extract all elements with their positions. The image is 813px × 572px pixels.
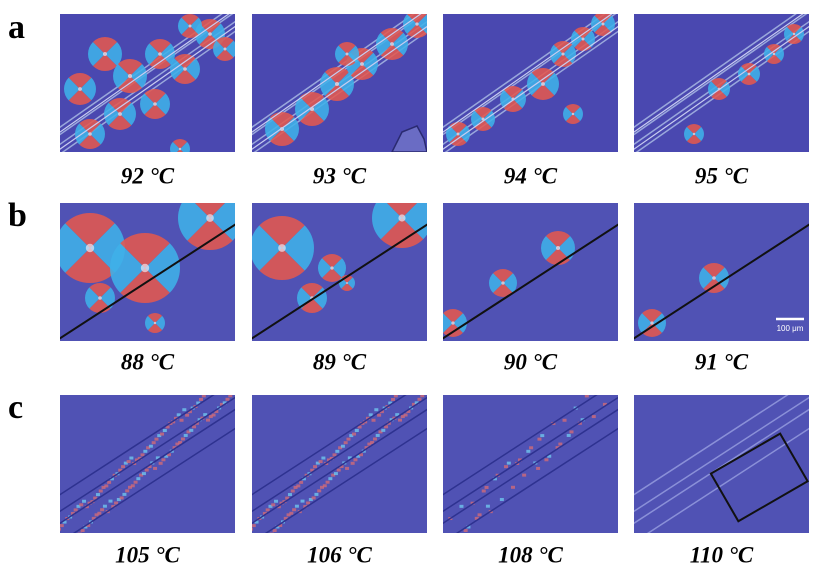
panel-label: c (8, 389, 23, 426)
spherulite (265, 112, 299, 146)
spherulite (297, 283, 327, 313)
spherulite (145, 313, 165, 333)
temperature-caption: 89 °C (313, 349, 367, 374)
micrograph (12, 358, 281, 559)
spherulite (295, 92, 329, 126)
spherulite (527, 68, 559, 100)
micrograph (402, 0, 656, 174)
temperature-caption: 94 °C (504, 163, 558, 188)
spherulite (213, 37, 237, 61)
temperature-caption: 88 °C (121, 349, 175, 374)
figure: a 92 °C 93 °C 94 °C 95 °C b 88 °C 89 °C 90 °C 100… (0, 0, 813, 572)
spherulite (571, 27, 595, 51)
temperature-caption: 108 °C (498, 542, 563, 567)
spherulite (75, 119, 105, 149)
spherulite (178, 14, 202, 38)
micrograph (204, 358, 473, 559)
micrograph (211, 0, 465, 174)
micrograph: 100 μm (602, 198, 813, 359)
spherulite (372, 188, 432, 248)
temperature-caption: 106 °C (307, 542, 372, 567)
image-background (60, 395, 235, 533)
spherulite (113, 59, 147, 93)
image-background (252, 395, 427, 533)
temperature-caption: 95 °C (695, 163, 749, 188)
micrograph (411, 198, 658, 359)
micrograph (19, 0, 273, 174)
micrograph (593, 0, 813, 174)
spherulite (591, 12, 615, 36)
image-background (634, 395, 809, 533)
spherulite (784, 24, 804, 44)
spherulite (140, 89, 170, 119)
micrograph (395, 363, 664, 559)
spherulite (250, 216, 314, 280)
spherulite (563, 104, 583, 124)
temperature-caption: 105 °C (115, 542, 180, 567)
spherulite (170, 139, 190, 159)
image-background (443, 395, 618, 533)
micrograph (586, 365, 813, 559)
temperature-caption: 110 °C (690, 542, 754, 567)
temperature-caption: 90 °C (504, 349, 558, 374)
spherulite (764, 44, 784, 64)
scale-bar-label: 100 μm (777, 324, 804, 333)
temperature-caption: 92 °C (121, 163, 175, 188)
spherulite (85, 283, 115, 313)
micrograph (28, 186, 275, 359)
panel-label: b (8, 197, 27, 234)
spherulite (541, 231, 575, 265)
spherulite (104, 98, 136, 130)
panel-label: a (8, 9, 25, 46)
spherulite (446, 122, 470, 146)
spherulite (335, 42, 359, 66)
spherulite (64, 73, 96, 105)
spherulite (684, 124, 704, 144)
spherulite (699, 263, 729, 293)
temperature-caption: 91 °C (695, 349, 749, 374)
micrograph (220, 188, 467, 359)
temperature-caption: 93 °C (313, 163, 367, 188)
